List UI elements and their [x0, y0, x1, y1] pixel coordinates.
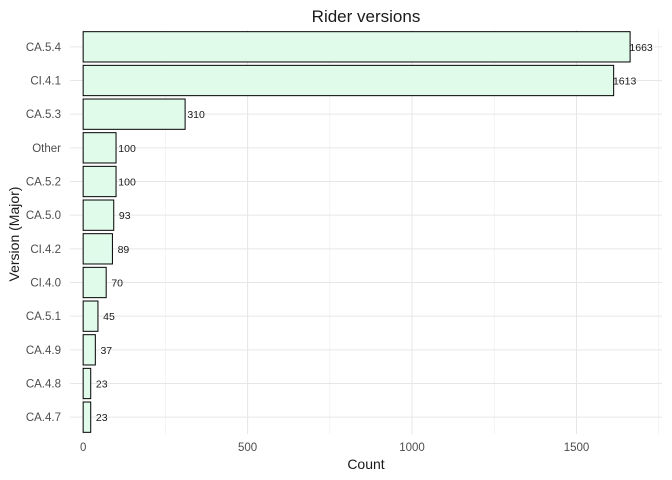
- bar-ca-4-8: [82, 367, 92, 400]
- y-tick-label: CI.4.0: [30, 278, 61, 290]
- chart-title: Rider versions: [312, 7, 421, 26]
- data-label: 1613: [613, 76, 637, 88]
- bar-ca-5-1: [82, 300, 99, 332]
- bar-ca-5-4: [82, 31, 631, 63]
- y-tick-label: CA.5.2: [26, 177, 61, 189]
- y-tick-label: CI.4.1: [30, 76, 61, 88]
- y-axis-title: Version (Major): [6, 187, 22, 282]
- x-axis-title: Count: [347, 456, 384, 472]
- bar-ca-5-2: [82, 165, 117, 198]
- data-labels: 1663 1613 310 100 100 93 89 70 45 37 23 23: [96, 42, 653, 424]
- bar-ca-5-0: [82, 199, 115, 231]
- bars: [82, 31, 631, 433]
- y-tick-label: Other: [32, 143, 61, 155]
- x-tick-label: 500: [238, 442, 257, 454]
- data-label: 310: [187, 109, 205, 121]
- y-tick-label: CI.4.2: [30, 244, 61, 256]
- y-tick-label: CA.5.4: [26, 42, 62, 54]
- data-label: 23: [96, 412, 108, 424]
- data-label: 100: [118, 177, 136, 189]
- data-label: 45: [103, 311, 115, 323]
- data-label: 93: [119, 210, 131, 222]
- y-tick-label: CA.5.3: [26, 109, 61, 121]
- data-label: 23: [96, 379, 108, 391]
- data-label: 1663: [629, 42, 653, 54]
- data-label: 37: [100, 345, 112, 357]
- y-tick-labels: CA.5.4 CI.4.1 CA.5.3 Other CA.5.2 CA.5.0 CI.4.…: [26, 42, 62, 424]
- data-label: 89: [118, 244, 130, 256]
- y-tick-label: CA.5.0: [26, 210, 61, 222]
- y-tick-label: CA.4.8: [26, 379, 61, 391]
- bar-ca-4-7: [82, 401, 92, 433]
- bar-other: [82, 132, 117, 164]
- data-label: 100: [118, 143, 136, 155]
- data-label: 70: [111, 278, 123, 290]
- y-tick-label: CA.4.9: [26, 345, 61, 357]
- y-tick-label: CA.4.7: [26, 412, 61, 424]
- x-tick-label: 1500: [564, 442, 590, 454]
- bar-ci-4-2: [82, 233, 113, 265]
- bar-ca-5-3: [82, 98, 186, 130]
- x-tick-labels: 0 500 1000 1500: [80, 442, 589, 454]
- bar-ci-4-0: [82, 266, 107, 299]
- bar-ca-4-9: [82, 334, 96, 366]
- bar-ci-4-1: [82, 64, 615, 97]
- x-tick-label: 1000: [399, 442, 425, 454]
- x-tick-label: 0: [80, 442, 86, 454]
- y-tick-label: CA.5.1: [26, 311, 61, 323]
